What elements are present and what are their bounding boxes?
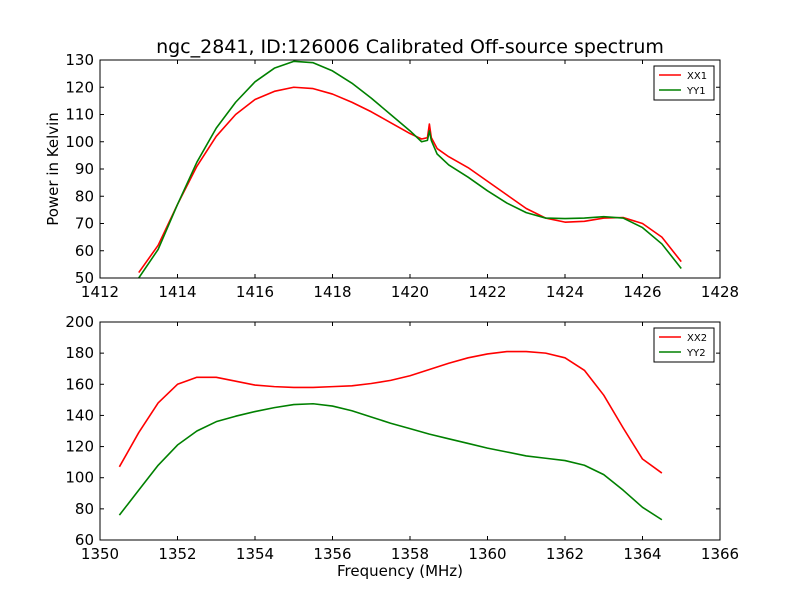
legend-label-yy1: YY1 (686, 86, 706, 97)
y-tick-label: 80 (75, 187, 94, 205)
x-tick-label: 1352 (158, 545, 196, 563)
y-tick-label: 130 (65, 51, 94, 69)
chart-title: ngc_2841, ID:126006 Calibrated Off-sourc… (156, 36, 664, 58)
x-tick-label: 1360 (468, 545, 506, 563)
x-tick-label: 1422 (468, 283, 506, 301)
y-tick-label: 140 (65, 406, 94, 424)
y-tick-label: 100 (65, 469, 94, 487)
y-tick-label: 60 (75, 242, 94, 260)
legend-label-yy2: YY2 (686, 348, 706, 359)
legend-box (653, 327, 715, 363)
x-tick-label: 1354 (236, 545, 274, 563)
x-tick-label: 1356 (313, 545, 351, 563)
x-tick-label: 1350 (81, 545, 119, 563)
y-tick-label: 120 (65, 438, 94, 456)
series-line-yy1 (138, 60, 682, 278)
y-tick-label: 70 (75, 215, 94, 233)
series-line-xx2 (118, 350, 663, 474)
y-tick-label: 160 (65, 375, 94, 393)
x-tick-label: 1366 (701, 545, 739, 563)
x-tick-label: 1412 (81, 283, 119, 301)
legend-box (653, 65, 715, 101)
x-tick-label: 1362 (546, 545, 584, 563)
x-tick-label: 1420 (391, 283, 429, 301)
series-line-yy2 (118, 402, 663, 521)
x-tick-label: 1418 (313, 283, 351, 301)
y-tick-label: 80 (75, 500, 94, 518)
y-tick-label: 50 (75, 269, 94, 287)
y-tick-label: 120 (65, 78, 94, 96)
y-tick-label: 100 (65, 133, 94, 151)
subplot-2: 1350 1352 1354 1356 1358 1360 1362 1364 1366 60 80… (65, 313, 739, 580)
y-tick-label: 110 (65, 106, 94, 124)
y-tick-label: 60 (75, 531, 94, 549)
x-tick-label: 1414 (158, 283, 196, 301)
x-tick-label: 1424 (546, 283, 584, 301)
x-tick-label: 1364 (623, 545, 661, 563)
plots: 1412 1414 1416 1418 1420 1422 1424 1426 1428 50 60… (44, 51, 739, 580)
y-axis-label: Power in Kelvin (44, 112, 62, 226)
x-tick-label: 1426 (623, 283, 661, 301)
y-tick-label: 200 (65, 313, 94, 331)
x-axis-label: Frequency (MHz) (337, 562, 463, 580)
subplot-1: 1412 1414 1416 1418 1420 1422 1424 1426 1428 50 60… (44, 51, 739, 301)
legend-label-xx2: XX2 (687, 333, 707, 344)
x-tick-label: 1358 (391, 545, 429, 563)
legend-label-xx1: XX1 (687, 71, 707, 82)
x-tick-label: 1428 (701, 283, 739, 301)
x-tick-label: 1416 (236, 283, 274, 301)
y-tick-label: 90 (75, 160, 94, 178)
y-tick-label: 180 (65, 344, 94, 362)
